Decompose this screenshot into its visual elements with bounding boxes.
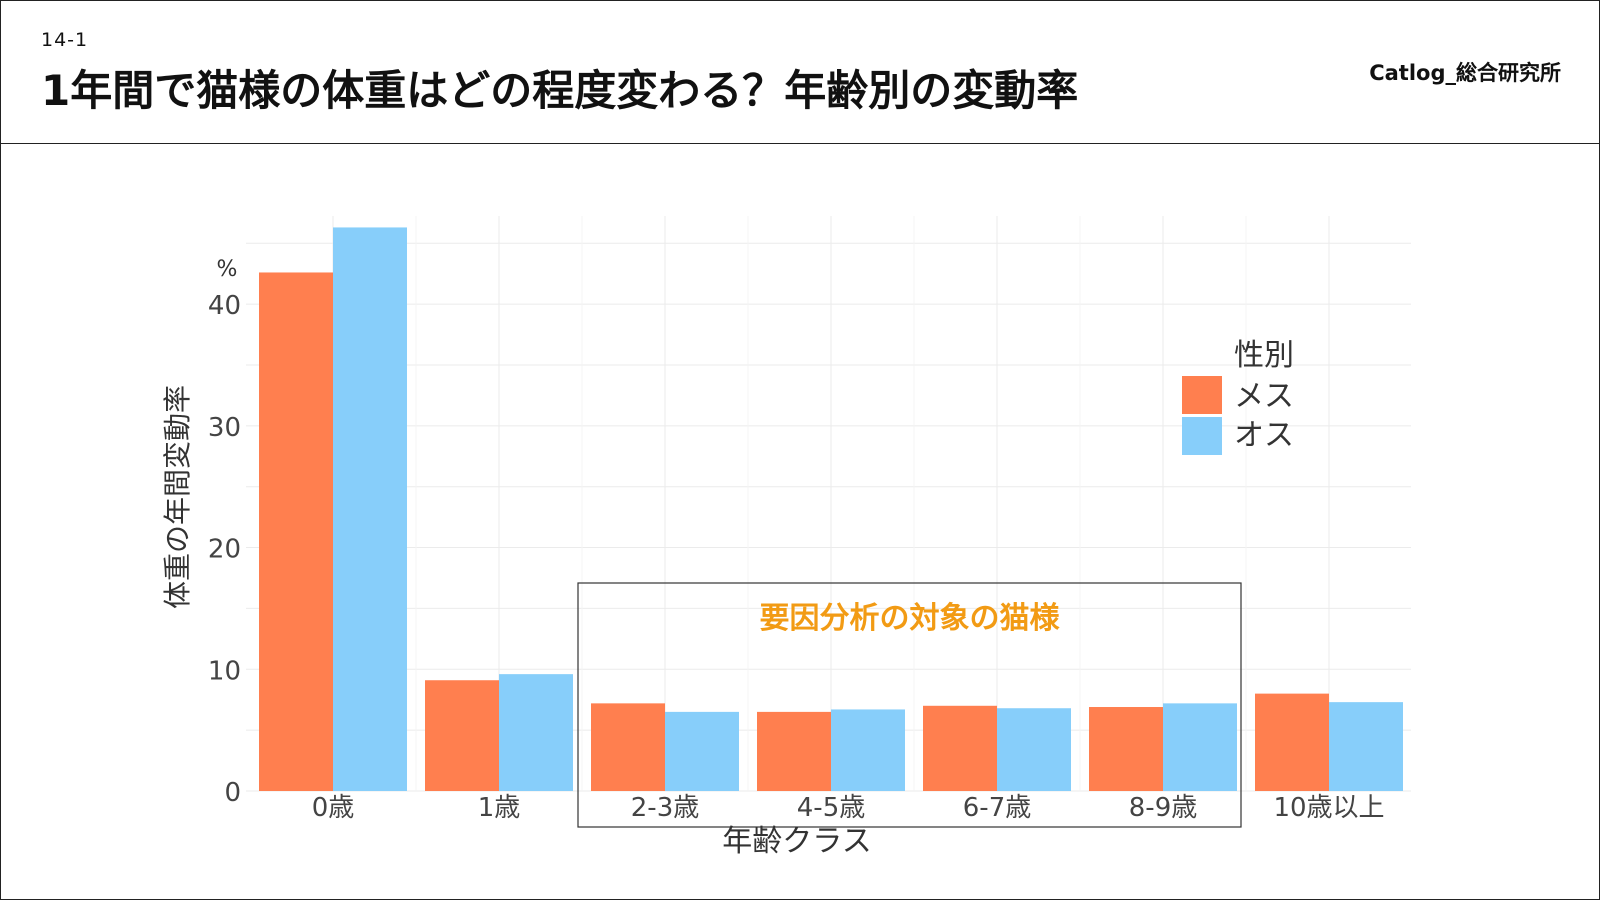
annotation-frame — [577, 582, 1242, 828]
legend-title: 性別 — [1234, 338, 1294, 373]
y-tick-label: 30 — [208, 413, 241, 443]
brand-logo: Catlog_総合研究所 — [1369, 61, 1561, 85]
bar-male-2 — [665, 711, 739, 791]
y-unit-label: % — [217, 257, 238, 282]
bar-male-3 — [831, 709, 905, 791]
bar-female-6 — [1255, 693, 1329, 791]
y-axis: 0 10 20 30 40 — [208, 291, 241, 808]
bar-female-2 — [591, 703, 665, 791]
y-axis-title: 体重の年間変動率 — [161, 385, 194, 609]
legend-label-female: メス — [1234, 379, 1294, 414]
slide-title: 1年間で猫様の体重はどの程度変わる？年齢別の変動率 — [41, 66, 1079, 115]
legend-swatch-female — [1182, 376, 1222, 414]
y-tick-label: 10 — [208, 656, 241, 686]
bar-male-1 — [499, 674, 573, 791]
slide-header: 14-1 1年間で猫様の体重はどの程度変わる？年齢別の変動率 Catlog_総合… — [1, 1, 1599, 144]
x-tick-label: 6-7歳 — [963, 793, 1031, 823]
bar-male-5 — [1163, 703, 1237, 791]
x-tick-label: 8-9歳 — [1129, 793, 1197, 823]
x-tick-label: 10歳以上 — [1273, 793, 1384, 823]
x-tick-label: 4-5歳 — [797, 793, 865, 823]
x-axis-title: 年齢クラス — [722, 824, 871, 859]
bar-female-3 — [757, 711, 831, 791]
bar-male-0 — [333, 227, 407, 791]
legend-label-male: オス — [1234, 418, 1294, 453]
x-axis: 0歳 1歳 2-3歳 4-5歳 6-7歳 8-9歳 10歳以上 — [312, 793, 1385, 823]
x-tick-label: 0歳 — [312, 793, 355, 823]
x-tick-label: 1歳 — [478, 793, 521, 823]
y-tick-label: 0 — [224, 778, 241, 808]
annotation-text: 要因分析の対象の猫様 — [760, 601, 1061, 636]
y-tick-label: 40 — [208, 291, 241, 321]
bar-male-4 — [997, 708, 1071, 791]
y-tick-label: 20 — [208, 535, 241, 565]
legend-swatch-male — [1182, 417, 1222, 455]
slide-number: 14-1 — [41, 29, 89, 51]
legend: 性別 メス オス — [1182, 338, 1294, 455]
bars — [259, 227, 1403, 791]
bar-female-1 — [425, 680, 499, 791]
annotation-box: 要因分析の対象の猫様 — [577, 582, 1242, 828]
bar-female-5 — [1089, 707, 1163, 791]
bar-female-4 — [923, 705, 997, 791]
bar-female-0 — [259, 272, 333, 791]
x-tick-label: 2-3歳 — [631, 793, 699, 823]
bar-chart: 0 10 20 30 40 0歳 1歳 2-3歳 4-5歳 6-7歳 8-9歳 10歳以上 % 体重… — [161, 216, 1411, 859]
bar-male-6 — [1329, 702, 1403, 791]
